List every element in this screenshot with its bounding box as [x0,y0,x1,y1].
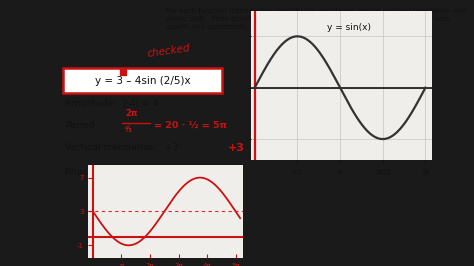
FancyBboxPatch shape [64,68,222,93]
Text: = 20 · ½ = 5π: = 20 · ½ = 5π [154,121,227,130]
Text: None: None [193,168,223,181]
Text: Amplitude:  |-4| = 4: Amplitude: |-4| = 4 [65,99,159,108]
Text: ⁴⁄₅: ⁴⁄₅ [125,125,133,134]
Text: 2π: 2π [125,109,137,118]
Text: y = 3 – 4sin (2/5)x: y = 3 – 4sin (2/5)x [95,76,190,86]
Text: For each function listed below, identify the amplitude, period, vertical transla: For each function listed below, identify… [166,8,465,30]
Text: y = sin(x): y = sin(x) [327,23,371,32]
Text: Phase shift:  None: Phase shift: None [65,168,151,177]
Text: checked: checked [146,43,191,59]
Text: Period:: Period: [65,121,98,130]
Text: +3: +3 [228,143,245,153]
Text: Vertical translation:  +3: Vertical translation: +3 [65,143,179,152]
